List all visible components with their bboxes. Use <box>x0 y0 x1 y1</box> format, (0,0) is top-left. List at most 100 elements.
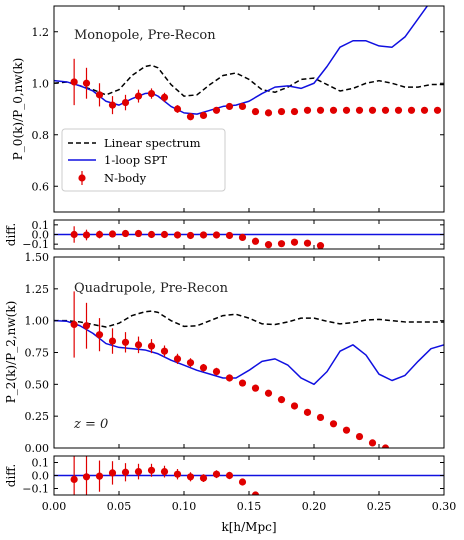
quadrupole-n-body-point <box>277 396 286 404</box>
quadrupole-y-tick-label: 0.25 <box>25 410 50 423</box>
monopole-series-layer <box>54 6 444 121</box>
quadrupole-y-axis-label: P_2(k)/P_2,nw(k) <box>4 301 18 404</box>
monopole-diff-reference-point <box>316 242 325 249</box>
monopole-n-body-point <box>394 106 403 114</box>
quadrupole-diff-reference-point <box>212 470 221 478</box>
quadrupole-diff-reference-point <box>147 466 156 474</box>
monopole-diff-reference-point <box>186 231 195 240</box>
monopole-diff-reference-point <box>238 233 247 241</box>
quadrupole-diff-y-tick-label: 0.0 <box>32 470 50 483</box>
x-tick-label: 0.15 <box>237 500 262 513</box>
quadrupole-ticks: 0.00 0.25 0.50 0.75 1.00 1.25 1.50 <box>25 251 445 455</box>
monopole-ticks: 0.6 0.8 1.0 1.2 <box>32 6 445 212</box>
quadrupole-n-body-point <box>251 384 260 392</box>
monopole-n-body-point <box>407 106 416 114</box>
monopole-diff-reference-point <box>173 231 182 239</box>
monopole-y-tick-label: 1.2 <box>32 26 50 39</box>
quadrupole-diff-reference-point <box>70 475 78 483</box>
monopole-n-body-point <box>355 106 364 114</box>
monopole-diff-panel: −0.10.00.1 diff. <box>4 219 445 251</box>
monopole-diff-ticks: −0.10.00.1 <box>22 219 445 251</box>
quadrupole-n-body-point <box>160 347 169 355</box>
quadrupole-diff-reference-point <box>225 471 234 480</box>
quadrupole-diff-reference-point <box>186 473 195 481</box>
monopole-diff-reference-point <box>264 241 273 249</box>
monopole-diff-reference-point <box>212 231 221 239</box>
quadrupole-n-body-point <box>121 338 130 346</box>
quadrupole-n-body-point <box>381 444 390 448</box>
quadrupole-annotation: Quadrupole, Pre-Recon <box>74 281 229 296</box>
quadrupole-diff-reference-point <box>108 469 117 477</box>
monopole-n-body-point <box>95 91 104 99</box>
quadrupole-diff-reference-point <box>95 472 104 480</box>
monopole-n-body-point <box>303 106 312 114</box>
monopole-linear-spectrum-line <box>54 64 444 97</box>
monopole-n-body-point <box>238 102 247 111</box>
monopole-n-body-point <box>173 105 182 113</box>
legend: Linear spectrum 1-loop SPT N-body <box>61 128 226 192</box>
monopole-n-body-point <box>134 92 143 100</box>
monopole-annotation: Monopole, Pre-Recon <box>74 28 216 43</box>
monopole-n-body-point <box>290 107 299 116</box>
quadrupole-y-tick-label: 1.50 <box>25 251 50 264</box>
monopole-diff-reference-point <box>160 230 169 239</box>
monopole-diff-reference-point <box>70 230 78 239</box>
quadrupole-n-body-point <box>264 389 273 397</box>
quadrupole-diff-ticks: −0.10.00.1 0.00 0.05 0.10 0.15 0.20 0.25 0.30 <box>22 456 456 513</box>
quadrupole-n-body-point <box>173 355 182 363</box>
quadrupole-n-body-point <box>238 379 247 387</box>
quadrupole-n-body-point <box>134 341 143 349</box>
monopole-n-body-point <box>225 102 234 111</box>
quadrupole-n-body-point <box>95 331 104 339</box>
monopole-y-axis-label: P_0(k)/P_0,nw(k) <box>11 58 25 161</box>
monopole-n-body-point <box>212 106 221 114</box>
monopole-diff-reference-point <box>95 230 104 239</box>
quadrupole-diff-panel: −0.10.00.1 0.00 0.05 0.10 0.15 0.20 0.25 0.30 d… <box>4 455 456 513</box>
monopole-n-body-point <box>368 106 377 114</box>
quadrupole-series-layer <box>54 291 444 448</box>
legend-label-n-body: N-body <box>104 171 147 185</box>
quadrupole-linear-spectrum-line <box>54 310 444 328</box>
monopole-diff-y-axis-label: diff. <box>4 223 18 246</box>
quadrupole-n-body-point <box>368 439 377 447</box>
monopole-diff-reference-point <box>82 231 91 239</box>
quadrupole-n-body-point <box>225 374 234 382</box>
monopole-y-tick-label: 1.0 <box>32 77 50 90</box>
x-tick-label: 0.20 <box>302 500 327 513</box>
monopole-diff-reference-point <box>277 240 286 248</box>
monopole-n-body-point <box>433 106 442 114</box>
x-axis-label: k[h/Mpc] <box>221 520 276 534</box>
monopole-diff-y-tick-label: 0.0 <box>32 229 50 242</box>
quadrupole-n-body-point <box>290 402 299 410</box>
quadrupole-y-tick-label: 0.00 <box>25 442 50 455</box>
x-tick-label: 0.30 <box>432 500 457 513</box>
monopole-n-body-point <box>70 78 78 86</box>
x-tick-label: 0.10 <box>172 500 197 513</box>
monopole-diff-reference-point <box>303 239 312 247</box>
quadrupole-n-body-point <box>329 420 338 428</box>
monopole-diff-y-tick-label: 0.1 <box>32 219 50 232</box>
monopole-panel: 0.6 0.8 1.0 1.2 Monopole, Pre-Recon P_0(k)/… <box>11 5 445 213</box>
monopole-n-body-point <box>108 101 117 109</box>
quadrupole-y-tick-label: 0.75 <box>25 347 50 360</box>
quadrupole-diff-reference-point <box>82 473 91 481</box>
quadrupole-diff-y-tick-label: 0.1 <box>32 457 50 470</box>
quadrupole-y-tick-label: 1.25 <box>25 283 50 296</box>
monopole-n-body-point <box>329 106 338 114</box>
quadrupole-n-body-point <box>303 408 312 416</box>
legend-frame <box>61 128 226 192</box>
quadrupole-n-body-point <box>147 342 156 350</box>
monopole-diff-reference-point <box>251 237 260 245</box>
monopole-n-body-point <box>121 98 130 107</box>
monopole-diff-reference-point <box>290 238 299 246</box>
quadrupole-n-body-point <box>108 337 117 345</box>
quadrupole-diff-reference-point <box>134 468 143 476</box>
quadrupole-diff-reference-point <box>238 478 247 486</box>
monopole-n-body-point <box>147 89 156 98</box>
x-tick-label: 0.25 <box>367 500 392 513</box>
quadrupole-y-tick-label: 1.00 <box>25 315 50 328</box>
quadrupole-diff-y-axis-label: diff. <box>4 464 18 487</box>
quadrupole-diff-reference-point <box>173 470 182 478</box>
quadrupole-n-body-point <box>70 320 78 329</box>
legend-label-linear-spectrum: Linear spectrum <box>104 136 201 150</box>
